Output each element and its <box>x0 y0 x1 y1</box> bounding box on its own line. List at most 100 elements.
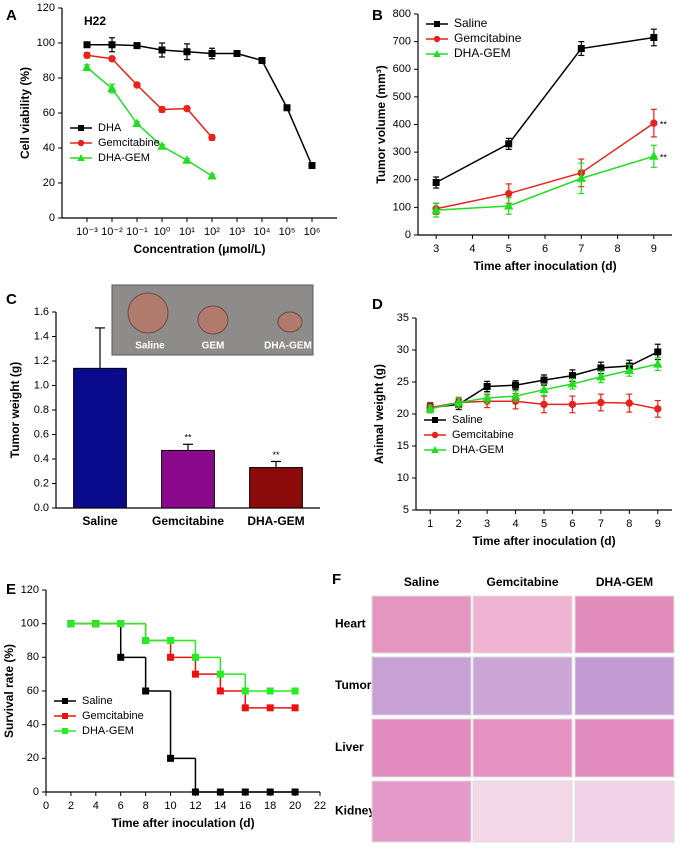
panel-label: C <box>6 291 17 308</box>
y-tick-label: 0.8 <box>34 404 49 416</box>
marker <box>504 200 514 210</box>
legend-label: DHA-GEM <box>452 444 504 456</box>
marker <box>596 371 606 381</box>
legend-marker <box>431 446 439 453</box>
y-axis-label: Survival rate (%) <box>2 644 16 738</box>
y-tick-label: 20 <box>27 752 39 764</box>
marker <box>233 50 241 57</box>
marker <box>167 637 175 644</box>
marker <box>291 704 299 712</box>
legend-marker <box>62 728 68 734</box>
x-tick-label: 12 <box>189 800 201 812</box>
marker <box>625 399 634 407</box>
marker <box>92 620 100 628</box>
y-tick-label: 20 <box>43 177 55 189</box>
y-tick-label: 120 <box>21 584 39 596</box>
marker <box>505 140 513 148</box>
marker <box>291 788 299 796</box>
marker <box>133 81 141 89</box>
panel-label: B <box>372 7 383 24</box>
marker <box>216 687 224 695</box>
marker <box>241 687 249 695</box>
y-axis-label: Cell viability (%) <box>18 67 32 159</box>
bar <box>249 467 303 509</box>
y-tick-label: 700 <box>393 36 411 48</box>
marker <box>182 155 192 164</box>
marker <box>208 133 216 142</box>
marker <box>132 118 142 127</box>
y-tick-label: 200 <box>393 174 411 186</box>
marker <box>483 382 491 390</box>
x-tick-label: 10⁻³ <box>76 226 98 238</box>
y-tick-label: 40 <box>27 719 39 731</box>
x-tick-label: 10¹ <box>179 226 195 238</box>
x-tick-label: 10³ <box>229 226 245 238</box>
histology-image <box>472 656 573 716</box>
marker <box>431 205 441 214</box>
marker <box>191 788 199 796</box>
marker <box>208 50 216 57</box>
marker <box>540 376 548 384</box>
bar <box>161 449 215 509</box>
y-tick-label: 10 <box>397 472 409 484</box>
y-tick-label: 300 <box>393 146 411 158</box>
y-tick-label: 60 <box>27 685 39 697</box>
row-label: Liver <box>335 740 364 754</box>
x-tick-label: 9 <box>651 243 657 255</box>
x-tick-label: 0 <box>43 800 49 812</box>
series-line <box>86 66 213 177</box>
y-tick-label: 5 <box>403 504 409 516</box>
significance: ** <box>660 153 668 163</box>
marker <box>308 162 316 169</box>
marker <box>191 653 199 661</box>
marker <box>649 151 659 160</box>
row-label: Heart <box>335 617 366 631</box>
x-tick-label: 2 <box>456 518 462 530</box>
y-tick-label: 1.4 <box>34 330 49 342</box>
marker <box>454 397 464 406</box>
marker <box>597 364 605 372</box>
marker <box>82 62 92 71</box>
x-tick-label: 10⁴ <box>254 226 271 238</box>
marker <box>505 189 513 198</box>
x-tick-label: 7 <box>598 518 604 530</box>
legend-label: DHA-GEM <box>82 725 134 737</box>
y-tick-label: 100 <box>21 618 39 630</box>
panel-label: D <box>372 296 383 313</box>
marker <box>191 670 199 678</box>
marker <box>567 378 578 388</box>
x-tick-label: 3 <box>484 518 490 530</box>
marker <box>216 670 224 678</box>
legend-label: DHA-GEM <box>454 46 511 60</box>
marker <box>432 179 440 187</box>
significance: ** <box>660 119 668 129</box>
marker <box>183 104 191 113</box>
y-tick-label: 600 <box>393 63 411 75</box>
column-label: DHA-GEM <box>596 575 653 589</box>
legend-marker <box>77 139 85 147</box>
tumor-sample <box>197 305 229 335</box>
histology-image <box>371 656 472 716</box>
tumor-sample <box>277 311 303 333</box>
y-tick-label: 15 <box>397 440 409 452</box>
inset-label: Saline <box>135 341 165 352</box>
y-tick-label: 0.2 <box>34 477 49 489</box>
y-axis-label: Animal weight (g) <box>372 364 386 464</box>
series-line <box>435 122 655 210</box>
x-tick-label: 5 <box>506 243 512 255</box>
x-tick-label: 1 <box>427 518 433 530</box>
y-tick-label: 100 <box>37 37 55 49</box>
histology-image <box>371 718 472 778</box>
x-tick-label: 16 <box>239 800 251 812</box>
marker <box>597 398 605 407</box>
marker <box>425 403 435 413</box>
panel-label: A <box>6 7 17 24</box>
legend-label: Saline <box>454 16 488 30</box>
marker <box>158 105 166 114</box>
x-axis-label: Concentration (μmol/L) <box>134 242 266 256</box>
y-tick-label: 0 <box>49 212 55 224</box>
histology-image <box>574 656 675 716</box>
marker <box>510 391 521 400</box>
